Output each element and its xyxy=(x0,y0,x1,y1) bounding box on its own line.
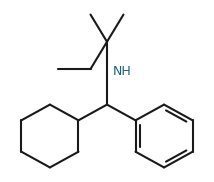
Text: NH: NH xyxy=(112,65,131,78)
